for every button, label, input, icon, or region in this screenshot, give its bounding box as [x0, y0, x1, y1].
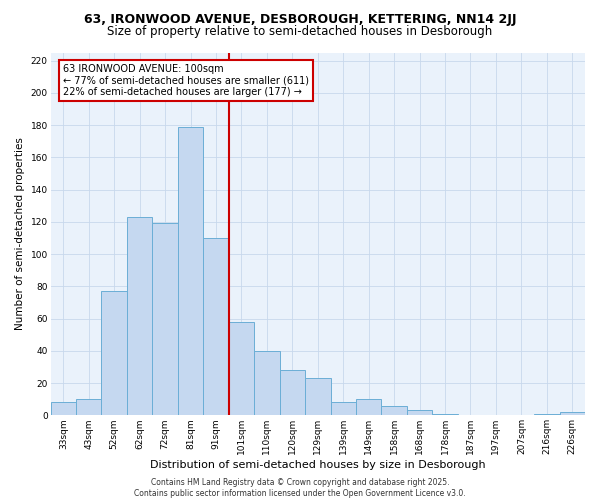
- Bar: [305, 378, 331, 416]
- Bar: [534, 414, 560, 416]
- Bar: [229, 322, 254, 416]
- Bar: [356, 399, 382, 415]
- Bar: [101, 291, 127, 416]
- Bar: [203, 238, 229, 416]
- Bar: [178, 126, 203, 416]
- Bar: [280, 370, 305, 416]
- Bar: [152, 224, 178, 416]
- Y-axis label: Number of semi-detached properties: Number of semi-detached properties: [15, 138, 25, 330]
- X-axis label: Distribution of semi-detached houses by size in Desborough: Distribution of semi-detached houses by …: [150, 460, 485, 470]
- Bar: [76, 399, 101, 415]
- Bar: [254, 351, 280, 416]
- Text: 63 IRONWOOD AVENUE: 100sqm
← 77% of semi-detached houses are smaller (611)
22% o: 63 IRONWOOD AVENUE: 100sqm ← 77% of semi…: [64, 64, 310, 97]
- Text: Contains HM Land Registry data © Crown copyright and database right 2025.
Contai: Contains HM Land Registry data © Crown c…: [134, 478, 466, 498]
- Text: 63, IRONWOOD AVENUE, DESBOROUGH, KETTERING, NN14 2JJ: 63, IRONWOOD AVENUE, DESBOROUGH, KETTERI…: [84, 12, 516, 26]
- Bar: [433, 414, 458, 416]
- Bar: [407, 410, 433, 416]
- Bar: [560, 412, 585, 416]
- Bar: [331, 402, 356, 415]
- Text: Size of property relative to semi-detached houses in Desborough: Size of property relative to semi-detach…: [107, 25, 493, 38]
- Bar: [127, 217, 152, 416]
- Bar: [382, 406, 407, 415]
- Bar: [50, 402, 76, 415]
